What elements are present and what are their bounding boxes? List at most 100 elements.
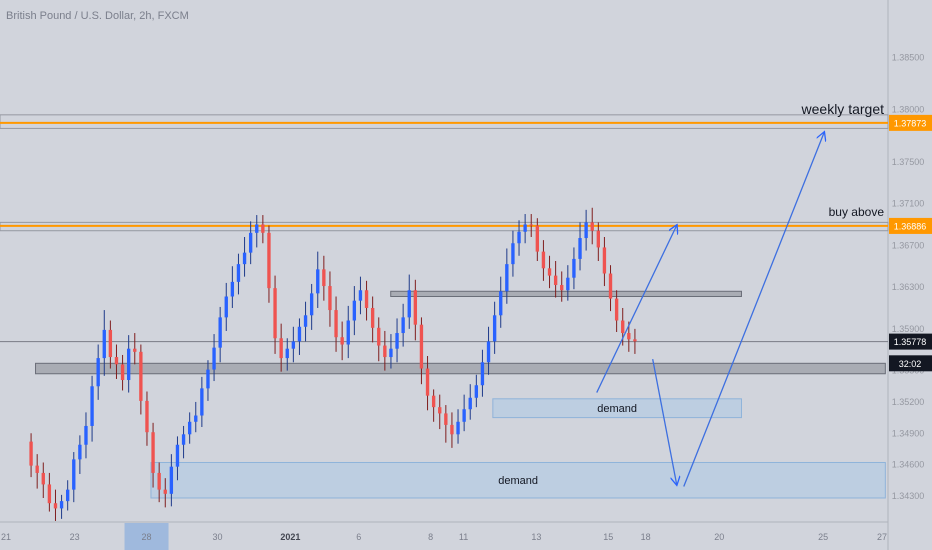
price-axis-background [888, 0, 932, 550]
candle-body [78, 444, 82, 460]
candle-body [169, 466, 174, 494]
annotations-layer: weekly target buy above [801, 101, 885, 219]
candle-body [53, 503, 58, 509]
highlighted-time-tick [124, 523, 169, 550]
time-tick-label: 8 [428, 532, 433, 542]
price-tick-label: 1.38500 [892, 52, 925, 62]
candle-body [59, 501, 64, 509]
time-tick-label: 21 [1, 532, 11, 542]
horizontal-lines-layer [0, 121, 888, 343]
candle-body [157, 472, 161, 490]
candle-body [444, 413, 448, 425]
candle-body [462, 409, 466, 422]
candle-body [419, 324, 424, 369]
price-label-box [889, 355, 932, 372]
candle-body [480, 362, 485, 386]
candle-body [346, 320, 350, 345]
price-tick-label: 1.36700 [892, 240, 925, 250]
candle-body [328, 286, 332, 311]
candle-body [523, 224, 527, 232]
time-tick-label: 30 [213, 532, 223, 542]
zone-demand [150, 461, 886, 499]
price-label-text: 32:02 [899, 359, 922, 369]
price-tick-label: 1.34300 [892, 491, 925, 501]
candle-body [377, 327, 381, 346]
candle-body [627, 333, 631, 340]
candle-body [468, 397, 472, 410]
candle-body [383, 345, 387, 358]
zone-demand [492, 398, 742, 419]
candle-body [133, 348, 137, 352]
candle-body [108, 329, 113, 358]
time-tick-label: 6 [356, 532, 361, 542]
candle-body [541, 251, 546, 269]
candle-body [102, 329, 106, 359]
time-tick-label: 20 [714, 532, 724, 542]
price-axis: 1.38500 1.38000 1.37500 1.37100 1.36700 1.363… [889, 52, 932, 501]
price-tick-label: 1.35900 [892, 324, 925, 334]
candle-body [578, 238, 582, 259]
candle-body [285, 348, 289, 359]
candle-body [273, 288, 277, 339]
candle-body [224, 296, 228, 318]
candle-body [242, 252, 247, 265]
candle-body [65, 489, 70, 502]
price-label-box [889, 114, 932, 131]
zone-label: demand [597, 403, 637, 415]
price-tick-label: 1.36300 [892, 282, 925, 292]
price-tick-label: 1.34900 [892, 428, 925, 438]
candle-body [291, 341, 296, 349]
candle-body [322, 269, 326, 287]
candle-body [72, 459, 76, 490]
candle-body [340, 337, 344, 345]
candle-body [505, 264, 509, 292]
candle-body [352, 300, 357, 321]
candle-body [407, 290, 411, 318]
chart-annotation: buy above [829, 205, 885, 219]
time-tick-label: 2021 [280, 532, 300, 542]
candle-body [120, 364, 125, 381]
time-tick-label: 23 [70, 532, 80, 542]
candle-body [370, 307, 375, 328]
candle-body [163, 489, 167, 494]
time-axis: 21 23 28 30 2021 6 8 11 13 15 18 20 25 27 [1, 523, 887, 550]
candle-body [614, 298, 619, 321]
candle-body [96, 358, 100, 387]
price-label-text: 1.36886 [894, 221, 927, 231]
candle-body [316, 269, 320, 294]
candle-body [248, 232, 253, 253]
candle-body [151, 432, 155, 473]
price-label-text: 1.35778 [894, 337, 927, 347]
projection-arrow [596, 226, 677, 393]
projection-arrow [652, 359, 677, 484]
candle-body [200, 388, 204, 416]
candle-body [29, 441, 33, 466]
candle-body [608, 273, 613, 299]
zone-gray [35, 362, 886, 375]
time-tick-label: 11 [459, 532, 468, 542]
candle-body [425, 368, 430, 396]
projection-arrows-layer [596, 133, 824, 487]
price-label-box [889, 217, 932, 234]
candle-body [364, 290, 369, 308]
candle-body [187, 421, 192, 435]
price-tick-label: 1.34600 [892, 460, 925, 470]
time-tick-label: 13 [531, 532, 541, 542]
price-tick-label: 1.37500 [892, 157, 925, 167]
candle-body [596, 230, 601, 248]
zone-resistance [0, 114, 889, 129]
time-tick-label: 15 [603, 532, 613, 542]
candle-body [450, 424, 454, 435]
candle-body [212, 347, 216, 370]
zone-label: demand [498, 475, 538, 487]
candle-body [236, 264, 241, 282]
candle-body [633, 339, 637, 342]
candle-body [230, 281, 235, 297]
candle-body [47, 484, 52, 504]
time-tick-label: 18 [641, 532, 651, 542]
chart-plot-background [0, 0, 888, 522]
candle-body [566, 277, 570, 291]
candle-body [297, 326, 302, 342]
candle-body [35, 465, 39, 473]
